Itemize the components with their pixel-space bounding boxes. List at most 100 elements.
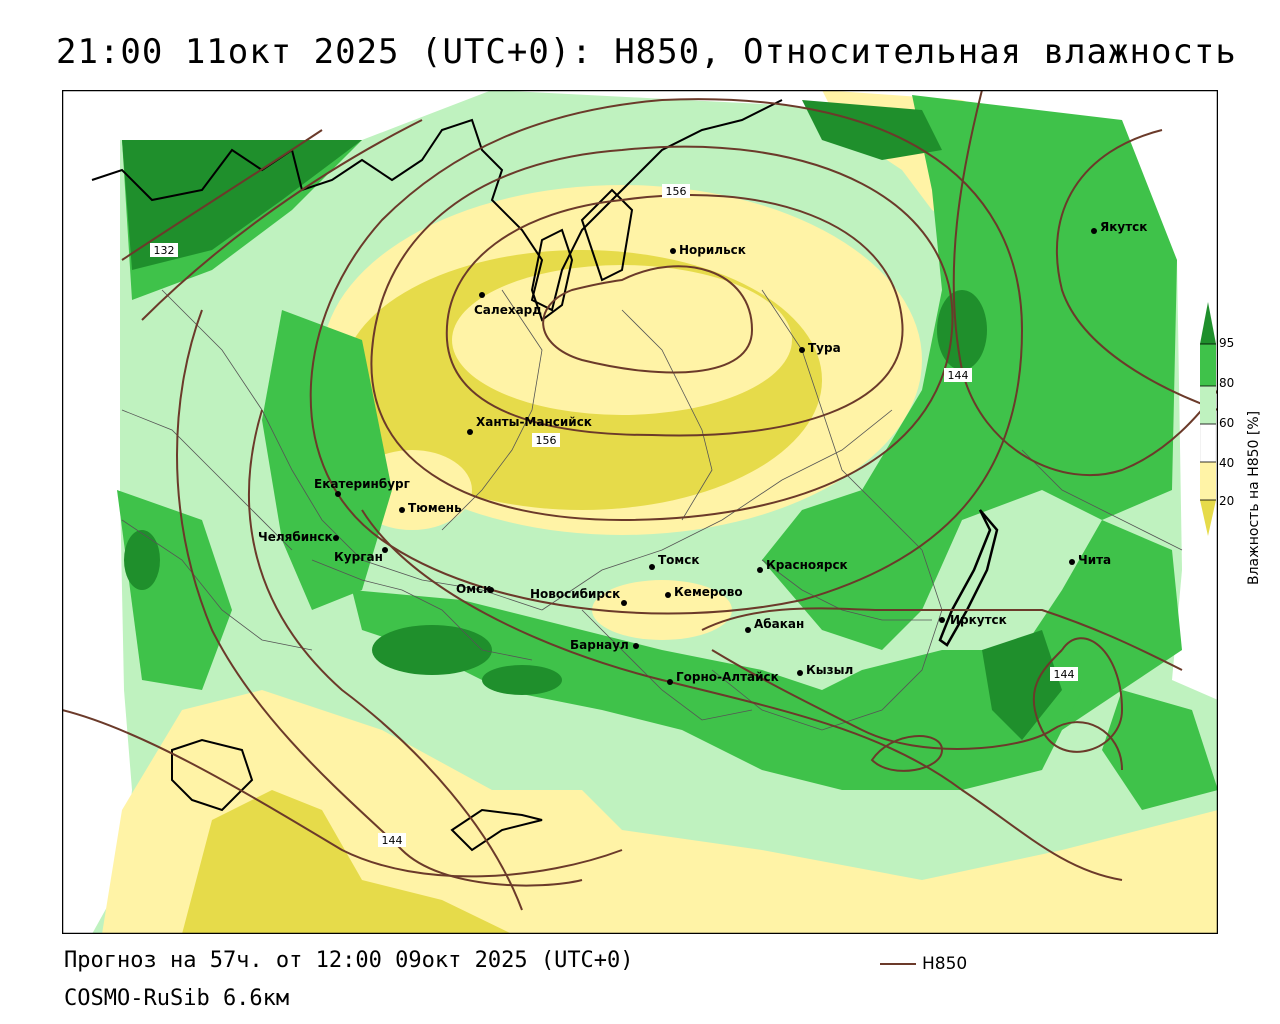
colorbar-tick-20: 20 bbox=[1219, 494, 1235, 508]
contour-144-se bbox=[701, 607, 1183, 671]
city-kemerovo: Кемерово bbox=[665, 585, 743, 599]
model-info: COSMO-RuSib 6.6км bbox=[64, 986, 290, 1011]
caspian-coast bbox=[171, 738, 254, 812]
svg-text:156: 156 bbox=[666, 185, 687, 198]
contour-156-inner bbox=[542, 265, 754, 374]
coastline-gydan bbox=[580, 188, 634, 282]
colorbar-tick-60: 60 bbox=[1219, 416, 1235, 430]
humidity-field-very-moist-ural bbox=[124, 530, 160, 590]
h850-line-label: H850 bbox=[922, 954, 968, 974]
forecast-info: Прогноз на 57ч. от 12:00 09окт 2025 (UTC… bbox=[64, 948, 634, 973]
city-yekaterinburg: Екатеринбург bbox=[314, 477, 410, 497]
colorbar-arrow-bottom bbox=[1200, 500, 1216, 536]
humidity-field-very-moist-nw bbox=[122, 140, 362, 270]
svg-text:Кызыл: Кызыл bbox=[806, 663, 853, 677]
city-norilsk: Норильск bbox=[670, 243, 746, 257]
svg-text:Горно-Алтайск: Горно-Алтайск bbox=[676, 670, 779, 684]
contour-label-132: 132 bbox=[150, 243, 178, 257]
contour-144-small bbox=[870, 735, 944, 772]
contour-144-south bbox=[248, 409, 523, 911]
city-barnaul: Барнаул bbox=[570, 638, 639, 652]
city-chita: Чита bbox=[1069, 553, 1111, 567]
svg-text:Якутск: Якутск bbox=[1100, 220, 1147, 234]
humidity-colorbar bbox=[1199, 300, 1217, 540]
city-abakan: Абакан bbox=[745, 617, 804, 633]
contour-138 bbox=[141, 119, 423, 321]
map-title: 21:00 11окт 2025 (UTC+0): H850, Относите… bbox=[56, 32, 1237, 72]
svg-text:Норильск: Норильск bbox=[679, 243, 746, 257]
city-irkutsk: Иркутск bbox=[939, 613, 1007, 627]
h850-line-legend: H850 bbox=[880, 954, 967, 974]
city-tyumen: Тюмень bbox=[399, 501, 462, 515]
humidity-field-dry-south bbox=[102, 690, 1218, 934]
humidity-field-dry-tomsk bbox=[592, 580, 732, 640]
colorbar-segment-60-80 bbox=[1200, 386, 1216, 424]
contour-label-156-south: 156 bbox=[532, 433, 560, 447]
svg-text:Кемерово: Кемерово bbox=[674, 585, 743, 599]
colorbar-segment-80-95 bbox=[1200, 344, 1216, 386]
contour-label-144-southwest: 144 bbox=[378, 833, 406, 847]
svg-text:Абакан: Абакан bbox=[754, 617, 804, 631]
svg-text:Иркутск: Иркутск bbox=[950, 613, 1007, 627]
colorbar-tick-95: 95 bbox=[1219, 336, 1235, 350]
coastline-arctic bbox=[91, 99, 783, 312]
city-omsk: Омск bbox=[456, 582, 494, 596]
city-tura: Тура bbox=[799, 341, 841, 355]
city-khanty-mansiysk: Ханты-Мансийск bbox=[467, 415, 592, 435]
svg-text:144: 144 bbox=[948, 369, 969, 382]
svg-text:Барнаул: Барнаул bbox=[570, 638, 629, 652]
contour-144-loop bbox=[1032, 637, 1124, 753]
svg-text:Красноярск: Красноярск bbox=[766, 558, 848, 572]
humidity-field-very-moist-south-2 bbox=[482, 665, 562, 695]
svg-text:Ханты-Мансийск: Ханты-Мансийск bbox=[476, 415, 592, 429]
contour-label-156-north: 156 bbox=[662, 184, 690, 198]
city-novosibirsk: Новосибирск bbox=[530, 587, 627, 606]
svg-text:Томск: Томск bbox=[658, 553, 700, 567]
svg-text:Тура: Тура bbox=[808, 341, 841, 355]
svg-text:144: 144 bbox=[1054, 668, 1075, 681]
svg-text:Чита: Чита bbox=[1078, 553, 1111, 567]
svg-text:156: 156 bbox=[536, 434, 557, 447]
h850-contours bbox=[62, 90, 1218, 911]
city-krasnoyarsk: Красноярск bbox=[757, 558, 848, 573]
h850-line-swatch bbox=[880, 963, 916, 965]
contour-150 bbox=[370, 145, 954, 522]
coastline-yamal bbox=[530, 228, 574, 322]
city-kyzyl: Кызыл bbox=[797, 663, 853, 677]
city-tomsk: Томск bbox=[649, 553, 700, 570]
contour-144-sw bbox=[62, 709, 623, 878]
lake-baikal bbox=[938, 509, 999, 647]
contour-label-144-southeast: 144 bbox=[1050, 667, 1078, 681]
humidity-field-moist-west bbox=[262, 310, 392, 610]
humidity-map: 132 156 156 144 144 144 Норильск bbox=[62, 90, 1218, 934]
city-salekhard: Салехард bbox=[474, 292, 542, 317]
colorbar-title: Влажность на H850 [%] bbox=[1246, 410, 1262, 585]
contour-150-south bbox=[361, 509, 1123, 881]
humidity-field-very-moist-irkutsk bbox=[982, 630, 1062, 740]
colorbar-segment-40-60 bbox=[1199, 423, 1217, 463]
svg-text:Омск: Омск bbox=[456, 582, 491, 596]
svg-text:144: 144 bbox=[382, 834, 403, 847]
svg-text:Челябинск: Челябинск bbox=[258, 530, 333, 544]
city-chelyabinsk: Челябинск bbox=[258, 530, 339, 544]
humidity-field-moist-far-east bbox=[1102, 690, 1218, 810]
city-gorno-altaysk: Горно-Алтайск bbox=[667, 670, 779, 685]
contour-144-west bbox=[176, 309, 583, 887]
contour-144-north bbox=[309, 98, 1024, 615]
city-kurgan: Курган bbox=[334, 547, 388, 564]
contour-132 bbox=[121, 129, 323, 261]
humidity-field-very-dry-south bbox=[182, 790, 512, 934]
colorbar-tick-40: 40 bbox=[1219, 456, 1235, 470]
city-yakutsk: Якутск bbox=[1091, 220, 1147, 234]
svg-text:Екатеринбург: Екатеринбург bbox=[314, 477, 410, 491]
map-frame bbox=[62, 90, 1218, 934]
colorbar-arrow-top bbox=[1200, 302, 1216, 344]
contour-144-sayan bbox=[711, 649, 1123, 771]
contour-156 bbox=[445, 194, 904, 437]
contour-150-east bbox=[1055, 129, 1218, 411]
humidity-field-very-moist-south bbox=[372, 625, 492, 675]
svg-text:Тюмень: Тюмень bbox=[408, 501, 462, 515]
balkhash-lake bbox=[450, 808, 543, 852]
svg-text:Салехард: Салехард bbox=[474, 303, 542, 317]
humidity-field-very-moist-east bbox=[937, 290, 987, 370]
